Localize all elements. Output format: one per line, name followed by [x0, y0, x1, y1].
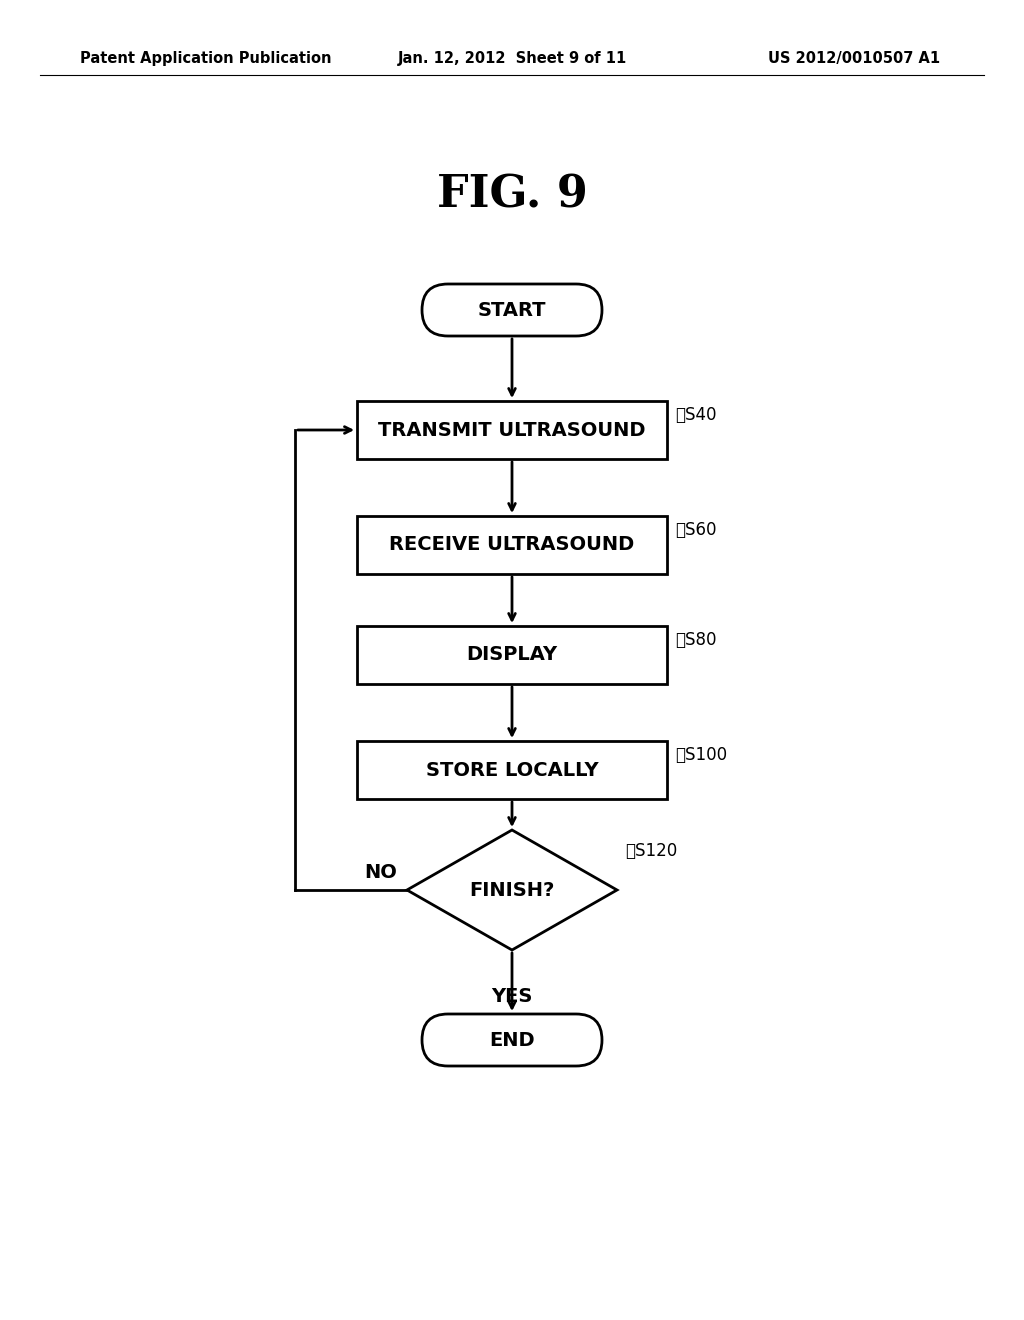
- Text: TRANSMIT ULTRASOUND: TRANSMIT ULTRASOUND: [378, 421, 646, 440]
- Text: STORE LOCALLY: STORE LOCALLY: [426, 760, 598, 780]
- Text: FIG. 9: FIG. 9: [436, 173, 588, 216]
- Text: ⌒S120: ⌒S120: [625, 842, 677, 861]
- FancyBboxPatch shape: [422, 1014, 602, 1067]
- Bar: [357, 626, 667, 684]
- Polygon shape: [407, 830, 617, 950]
- Text: Patent Application Publication: Patent Application Publication: [80, 50, 332, 66]
- Text: ⌒S60: ⌒S60: [675, 521, 717, 539]
- Text: DISPLAY: DISPLAY: [467, 645, 557, 664]
- Text: END: END: [489, 1031, 535, 1049]
- Text: Jan. 12, 2012  Sheet 9 of 11: Jan. 12, 2012 Sheet 9 of 11: [397, 50, 627, 66]
- Text: RECEIVE ULTRASOUND: RECEIVE ULTRASOUND: [389, 536, 635, 554]
- Text: START: START: [478, 301, 546, 319]
- Text: NO: NO: [365, 863, 397, 882]
- FancyBboxPatch shape: [422, 284, 602, 337]
- Text: US 2012/0010507 A1: US 2012/0010507 A1: [768, 50, 940, 66]
- Bar: [357, 401, 667, 459]
- Bar: [357, 741, 667, 799]
- Text: ⌒S80: ⌒S80: [675, 631, 717, 649]
- Text: ⌒S100: ⌒S100: [675, 746, 727, 764]
- Bar: [357, 516, 667, 574]
- Text: ⌒S40: ⌒S40: [675, 407, 717, 424]
- Text: FINISH?: FINISH?: [469, 880, 555, 899]
- Text: YES: YES: [492, 987, 532, 1006]
